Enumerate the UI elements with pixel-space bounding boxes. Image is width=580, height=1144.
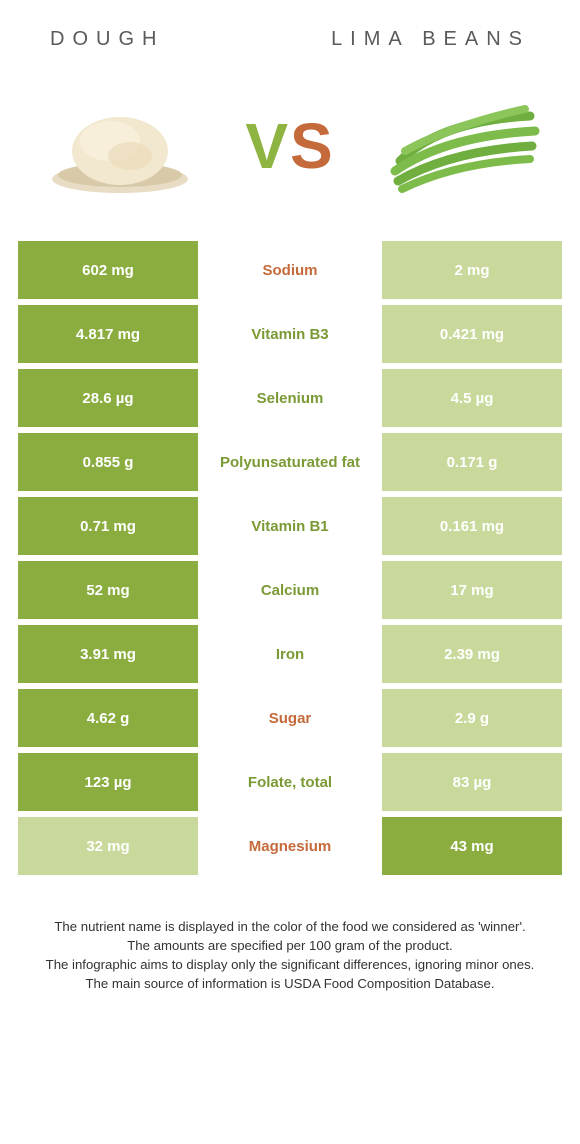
value-right: 0.171 g [382,433,562,491]
title-left: Dough [50,28,164,51]
table-row: 4.817 mgVitamin B30.421 mg [18,305,562,363]
value-left: 0.855 g [18,433,198,491]
value-right: 2.39 mg [382,625,562,683]
vs-s: S [290,110,335,182]
dough-image [40,91,200,201]
nutrient-label: Magnesium [198,817,382,875]
footer-line-4: The main source of information is USDA F… [30,974,550,993]
value-left: 3.91 mg [18,625,198,683]
footer-line-3: The infographic aims to display only the… [30,955,550,974]
vs-label: VS [245,109,334,183]
value-right: 17 mg [382,561,562,619]
table-row: 32 mgMagnesium43 mg [18,817,562,875]
lima-beans-image [380,91,540,201]
table-row: 602 mgSodium2 mg [18,241,562,299]
value-left: 28.6 µg [18,369,198,427]
nutrient-label: Calcium [198,561,382,619]
hero-row: VS [0,61,580,241]
nutrient-label: Iron [198,625,382,683]
value-right: 83 µg [382,753,562,811]
value-right: 0.161 mg [382,497,562,555]
vs-v: V [245,110,290,182]
table-row: 0.855 gPolyunsaturated fat0.171 g [18,433,562,491]
value-left: 52 mg [18,561,198,619]
footer-line-1: The nutrient name is displayed in the co… [30,917,550,936]
table-row: 28.6 µgSelenium4.5 µg [18,369,562,427]
value-left: 0.71 mg [18,497,198,555]
value-right: 43 mg [382,817,562,875]
footer-line-2: The amounts are specified per 100 gram o… [30,936,550,955]
table-row: 4.62 gSugar2.9 g [18,689,562,747]
table-row: 123 µgFolate, total83 µg [18,753,562,811]
table-row: 52 mgCalcium17 mg [18,561,562,619]
table-row: 0.71 mgVitamin B10.161 mg [18,497,562,555]
nutrient-label: Sodium [198,241,382,299]
nutrient-label: Vitamin B1 [198,497,382,555]
value-left: 123 µg [18,753,198,811]
nutrient-label: Folate, total [198,753,382,811]
comparison-table: 602 mgSodium2 mg 4.817 mgVitamin B30.421 … [0,241,580,875]
nutrient-label: Vitamin B3 [198,305,382,363]
value-right: 2.9 g [382,689,562,747]
header-titles: Dough Lima beans [0,0,580,61]
value-left: 4.817 mg [18,305,198,363]
title-right: Lima beans [331,28,530,51]
nutrient-label: Sugar [198,689,382,747]
table-row: 3.91 mgIron2.39 mg [18,625,562,683]
value-right: 0.421 mg [382,305,562,363]
value-right: 2 mg [382,241,562,299]
value-left: 602 mg [18,241,198,299]
value-left: 4.62 g [18,689,198,747]
nutrient-label: Selenium [198,369,382,427]
nutrient-label: Polyunsaturated fat [198,433,382,491]
footer-notes: The nutrient name is displayed in the co… [0,881,580,1014]
value-right: 4.5 µg [382,369,562,427]
value-left: 32 mg [18,817,198,875]
